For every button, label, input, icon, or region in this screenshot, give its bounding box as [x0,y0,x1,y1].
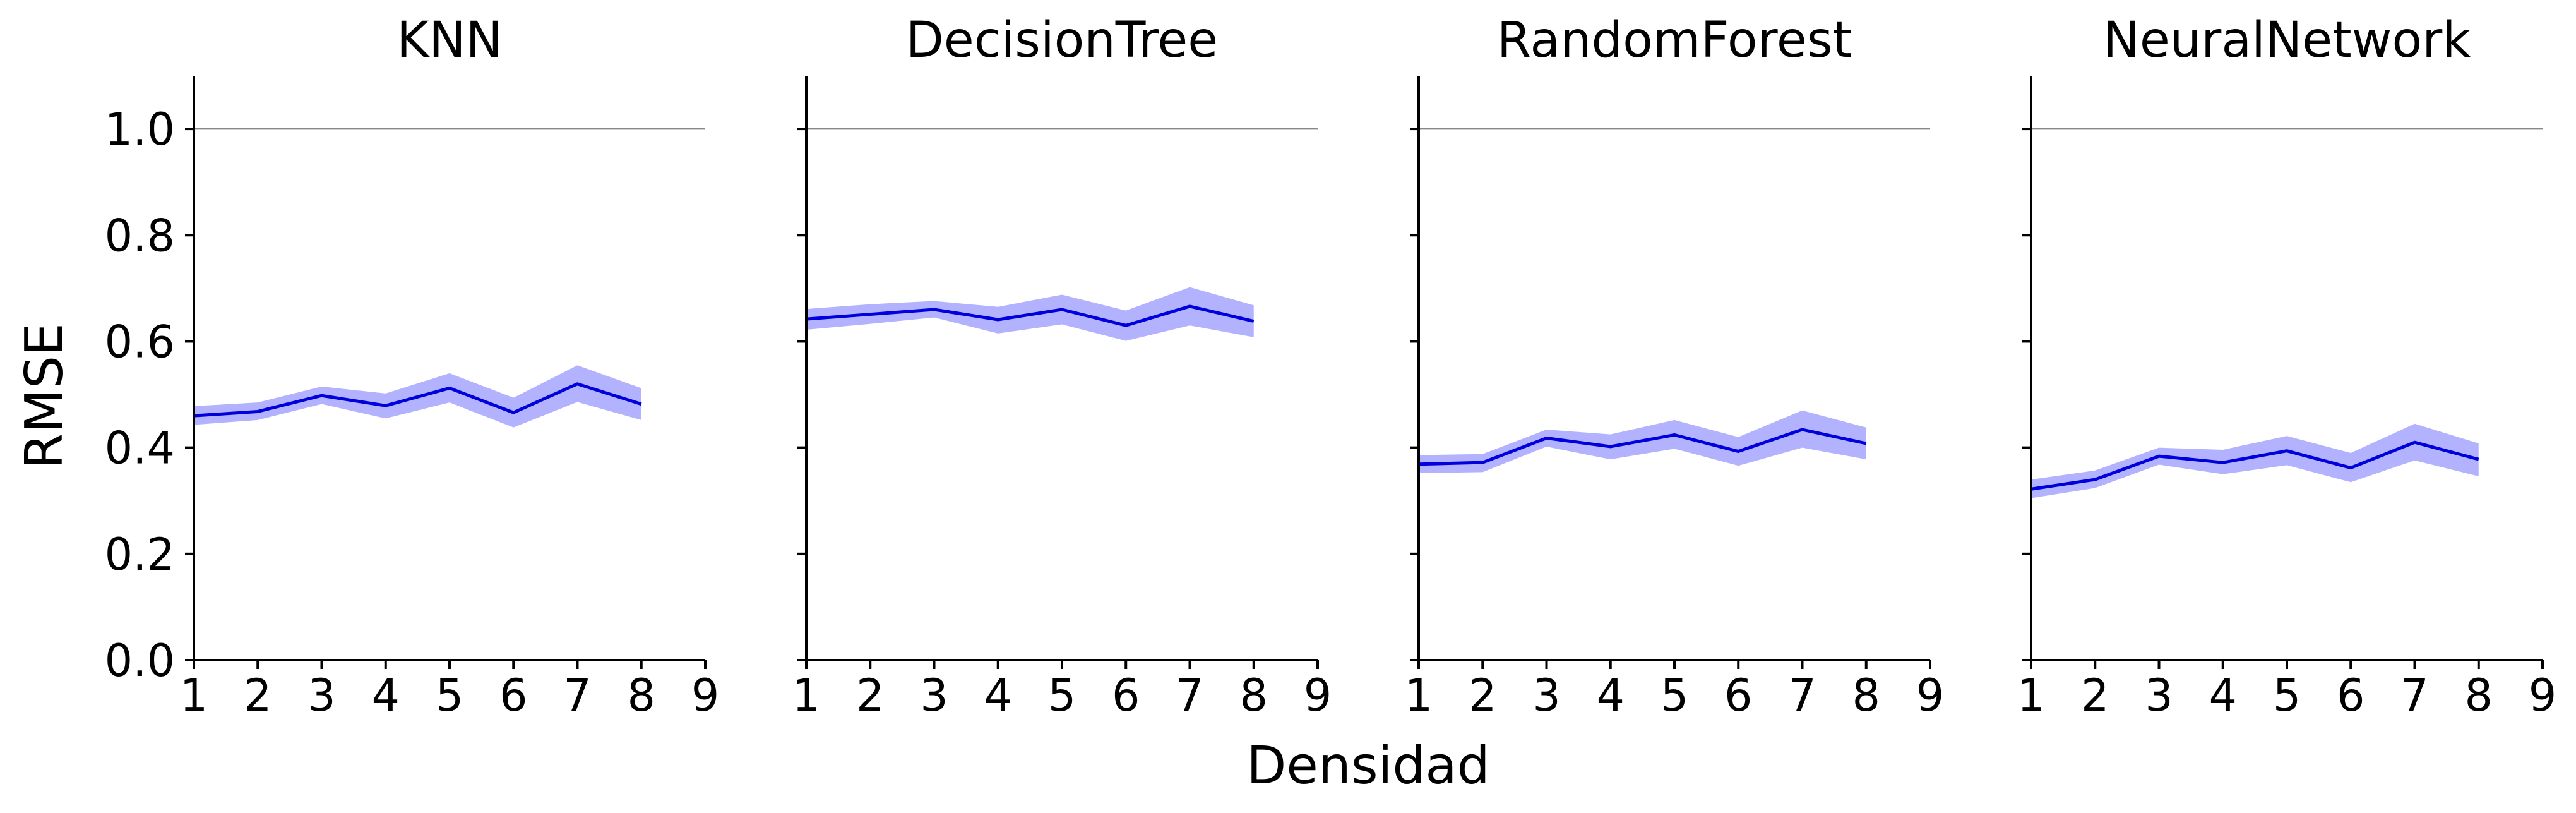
x-tick-label: 2 [856,670,885,721]
x-tick-label: 6 [499,670,528,721]
x-tick-label: 1 [2017,670,2046,721]
x-tick-label: 4 [2209,670,2237,721]
mean-line [1418,428,1867,466]
x-tick-label: 2 [2081,670,2109,721]
x-tick-label: 6 [1112,670,1140,721]
x-tick-label: 3 [1532,670,1561,721]
x-tick-label: 8 [2464,670,2493,721]
panel-title: RandomForest [1497,12,1852,69]
x-tick-label: 8 [1239,670,1268,721]
x-tick-label: 2 [1469,670,1497,721]
x-tick-label: 5 [1048,670,1076,721]
y-tick-label: 1.0 [105,104,175,155]
x-tick-label: 6 [2337,670,2365,721]
x-axis-label: Densidad [1246,736,1489,796]
panel-1: KNN 1 2 3 4 5 6 7 8 9 0.0 0.2 0.4 0.6 0.8 1.0 [105,12,720,721]
panel-title: KNN [397,12,503,69]
y-tick-label: 0.8 [105,210,175,262]
panel-title: NeuralNetwork [2103,12,2471,69]
mean-line [806,304,1255,327]
x-tick-label: 1 [180,670,208,721]
x-tick-label: 9 [1304,670,1332,721]
mean-line [193,382,642,418]
y-tick-label: 0.2 [105,529,175,581]
x-tick-label: 5 [2273,670,2301,721]
x-tick-label: 6 [1724,670,1753,721]
panel-4: NeuralNetwork 1 2 3 4 5 6 7 8 9 [2017,12,2557,721]
panel-2: DecisionTree 1 2 3 4 5 6 7 8 9 [792,12,1332,721]
x-tick-label: 8 [1852,670,1880,721]
y-tick-label: 0.0 [105,635,175,687]
y-tick-label: 0.4 [105,423,175,474]
y-axis-label: RMSE [15,323,75,469]
x-tick-label: 3 [920,670,948,721]
x-tick-label: 7 [2400,670,2429,721]
x-tick-label: 1 [1405,670,1433,721]
x-tick-label: 8 [627,670,655,721]
x-tick-label: 7 [1788,670,1816,721]
x-tick-label: 9 [691,670,720,721]
y-tick-label: 0.6 [105,316,175,368]
x-tick-label: 7 [563,670,592,721]
x-tick-label: 1 [792,670,821,721]
x-tick-label: 4 [1596,670,1625,721]
confidence-band [2031,423,2479,498]
mean-line [2030,440,2479,491]
x-tick-label: 5 [1661,670,1689,721]
x-tick-label: 9 [2529,670,2557,721]
x-tick-label: 7 [1176,670,1204,721]
x-tick-label: 9 [1916,670,1945,721]
x-tick-label: 2 [244,670,272,721]
x-tick-label: 5 [436,670,464,721]
x-tick-label: 3 [307,670,336,721]
panel-title: DecisionTree [906,12,1219,69]
x-tick-label: 4 [984,670,1012,721]
x-tick-label: 4 [371,670,400,721]
x-tick-label: 3 [2145,670,2173,721]
panel-3: RandomForest 1 2 3 4 5 6 7 8 9 [1405,12,1945,721]
